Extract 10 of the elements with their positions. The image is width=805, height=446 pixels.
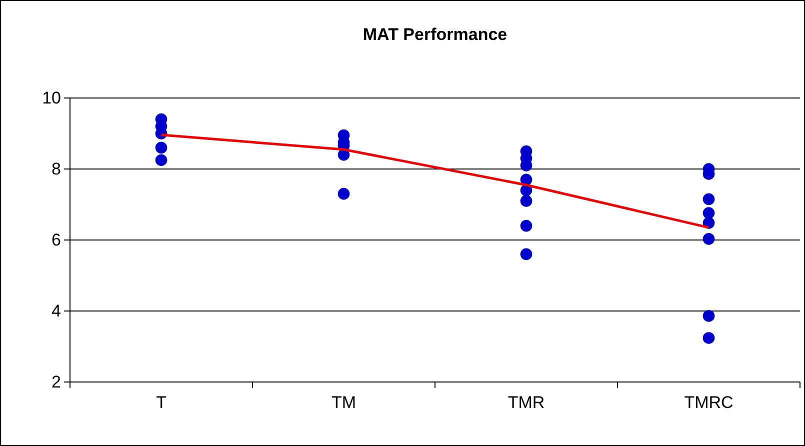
y-tick-label: 8 <box>52 159 61 178</box>
x-tick-label: TMRC <box>684 393 734 412</box>
y-tick-label: 10 <box>42 88 61 108</box>
x-tick-label: TMR <box>508 393 545 412</box>
chart-title: MAT Performance <box>362 25 508 44</box>
y-tick-label: 6 <box>52 230 61 250</box>
y-tick-label: 2 <box>52 372 61 392</box>
y-tick-label: 4 <box>52 301 61 320</box>
x-tick-label: TM <box>331 393 356 412</box>
x-tick-label: T <box>156 393 166 412</box>
